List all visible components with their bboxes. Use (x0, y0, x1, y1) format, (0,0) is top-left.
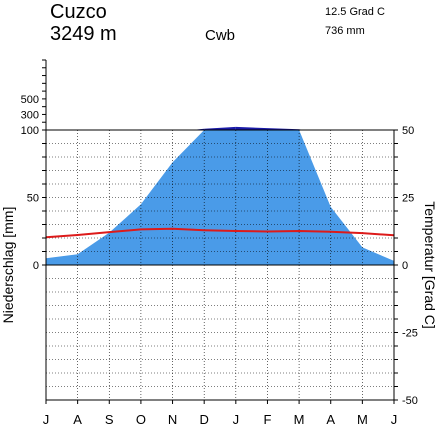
precip-tick-label: 300 (21, 109, 39, 121)
month-label: M (357, 412, 368, 427)
month-label: N (168, 412, 177, 427)
precip-tick-label: 500 (21, 94, 39, 106)
month-label: J (391, 412, 398, 427)
month-label: J (43, 412, 50, 427)
temp-tick-label: 50 (402, 125, 414, 137)
station-name: Cuzco (50, 1, 107, 23)
precipitation-excess-area (235, 126, 268, 130)
tick-labels-layer: 0 50 100 300 500 -50 -25 0 25 50 J A S O N D J F M A M J (21, 94, 418, 427)
month-label: F (263, 412, 271, 427)
precipitation-layer (46, 126, 394, 265)
month-label: A (73, 412, 82, 427)
temperature-layer (45, 227, 395, 239)
precip-tick-label: 0 (33, 260, 39, 272)
temp-tick-label: -50 (402, 395, 418, 407)
temp-tick-label: 25 (402, 193, 414, 205)
temp-tick-label: 0 (402, 260, 408, 272)
month-label: O (136, 412, 146, 427)
month-label: S (105, 412, 114, 427)
month-label: M (294, 412, 305, 427)
month-label: J (233, 412, 240, 427)
temperature-line (45, 227, 395, 239)
month-label: D (199, 412, 208, 427)
temp-tick-label: -25 (402, 328, 418, 340)
month-label: A (326, 412, 335, 427)
precip-tick-label: 50 (27, 193, 39, 205)
station-elevation: 3249 m (50, 23, 117, 45)
climate-class: Cwb (205, 27, 235, 44)
annual-mean-temperature: 12.5 Grad C (325, 6, 385, 18)
axes-layer (42, 59, 398, 404)
annual-precipitation: 736 mm (325, 25, 365, 37)
temperature-axis-title: Temperatur [Grad C] (422, 201, 438, 329)
precip-tick-label: 100 (21, 125, 39, 137)
precipitation-excess-area (204, 126, 236, 130)
precipitation-axis-title: Niederschlag [mm] (0, 207, 16, 324)
